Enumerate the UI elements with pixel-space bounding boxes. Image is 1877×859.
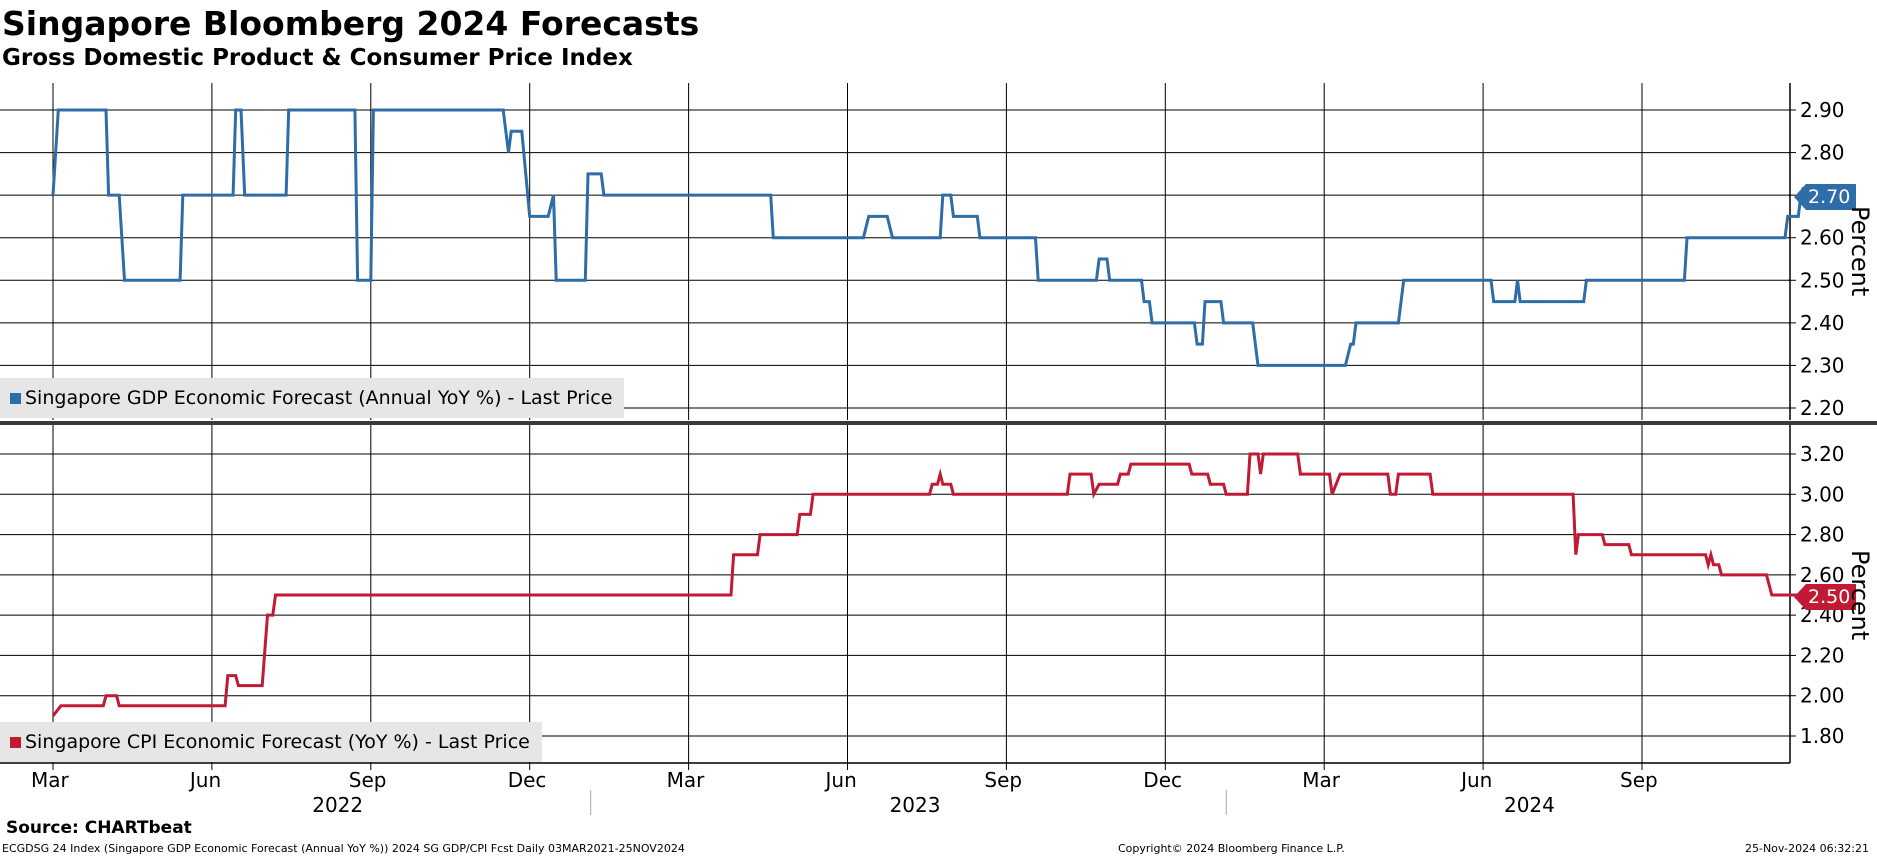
y-tick-label: 2.50 bbox=[1800, 268, 1845, 292]
legend-cpi-label: Singapore CPI Economic Forecast (YoY %) … bbox=[25, 731, 530, 753]
x-tick-label: Sep bbox=[349, 768, 387, 792]
chart-subtitle: Gross Domestic Product & Consumer Price … bbox=[2, 45, 633, 71]
footer-copyright: Copyright© 2024 Bloomberg Finance L.P. bbox=[1118, 842, 1345, 855]
y-tick-label: 2.80 bbox=[1800, 141, 1845, 165]
cpi-y-axis-label: Percent bbox=[1846, 550, 1874, 641]
x-tick-label: Sep bbox=[984, 768, 1022, 792]
x-tick-label: Dec bbox=[1143, 768, 1182, 792]
axes: 2.902.802.702.602.502.402.302.203.203.00… bbox=[0, 83, 1877, 817]
legend-gdp: Singapore GDP Economic Forecast (Annual … bbox=[0, 378, 625, 418]
footer-ticker: ECGDSG 24 Index (Singapore GDP Economic … bbox=[2, 842, 685, 855]
x-tick-label: Sep bbox=[1620, 768, 1658, 792]
gdp-last-value-badge: 2.70 bbox=[1794, 184, 1857, 210]
panel-separator bbox=[0, 421, 1877, 425]
y-tick-label: 1.80 bbox=[1800, 724, 1845, 748]
legend-cpi: Singapore CPI Economic Forecast (YoY %) … bbox=[0, 722, 542, 762]
source-note: Source: CHARTbeat bbox=[6, 818, 192, 838]
x-tick-label: Mar bbox=[1302, 768, 1341, 792]
x-year-label: 2024 bbox=[1504, 793, 1555, 817]
series-lines bbox=[51, 108, 1828, 717]
x-year-label: 2023 bbox=[890, 793, 941, 817]
y-tick-label: 2.90 bbox=[1800, 98, 1845, 122]
gdp-y-axis-label: Percent bbox=[1846, 206, 1874, 297]
x-tick-label: Jun bbox=[824, 768, 857, 792]
y-tick-label: 2.20 bbox=[1800, 643, 1845, 667]
legend-cpi-swatch bbox=[10, 736, 21, 748]
y-tick-label: 2.80 bbox=[1800, 523, 1845, 547]
legend-gdp-swatch bbox=[10, 392, 21, 404]
x-tick-label: Jun bbox=[188, 768, 221, 792]
gdp-series-line bbox=[51, 108, 1828, 367]
cpi-last-value-badge: 2.50 bbox=[1794, 584, 1857, 610]
chart-title: Singapore Bloomberg 2024 Forecasts bbox=[2, 4, 700, 43]
y-tick-label: 2.30 bbox=[1800, 353, 1845, 377]
y-tick-label: 2.60 bbox=[1800, 226, 1845, 250]
y-tick-label: 3.00 bbox=[1800, 482, 1845, 506]
x-tick-label: Mar bbox=[667, 768, 706, 792]
footer-timestamp: 25-Nov-2024 06:32:21 bbox=[1744, 842, 1869, 855]
x-tick-label: Mar bbox=[31, 768, 70, 792]
y-tick-label: 2.20 bbox=[1800, 396, 1845, 420]
y-tick-label: 2.60 bbox=[1800, 563, 1845, 587]
y-tick-label: 2.40 bbox=[1800, 311, 1845, 335]
x-year-label: 2022 bbox=[312, 793, 363, 817]
y-tick-label: 2.00 bbox=[1800, 684, 1845, 708]
x-tick-label: Dec bbox=[508, 768, 547, 792]
y-tick-label: 3.20 bbox=[1800, 442, 1845, 466]
legend-gdp-label: Singapore GDP Economic Forecast (Annual … bbox=[25, 387, 613, 409]
x-tick-label: Jun bbox=[1459, 768, 1492, 792]
cpi-series-line bbox=[51, 452, 1828, 717]
